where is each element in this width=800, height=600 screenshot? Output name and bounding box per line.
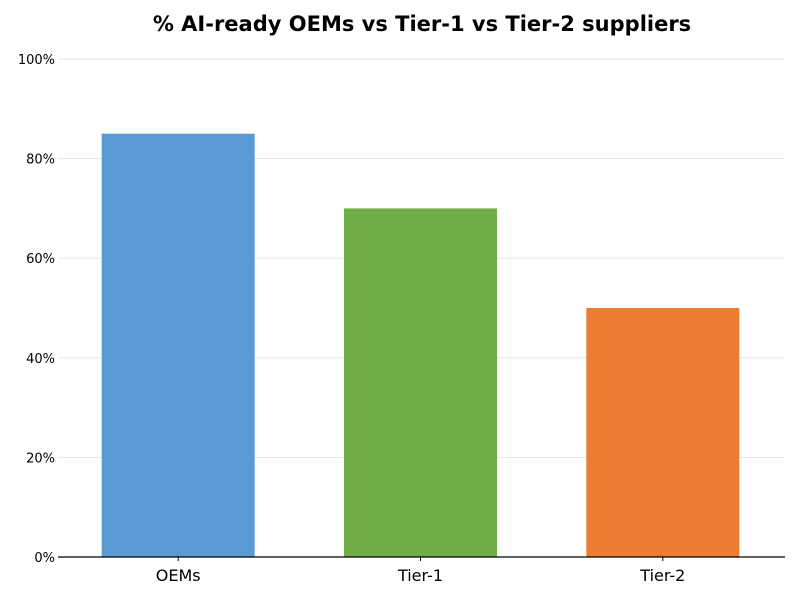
bar-tier-1 xyxy=(344,208,497,557)
y-tick-label: 40% xyxy=(26,352,55,367)
bar-oems xyxy=(101,133,255,557)
x-tick-label: Tier-2 xyxy=(639,566,685,585)
bar-tier-2 xyxy=(586,308,740,557)
y-tick-label: 100% xyxy=(18,53,55,68)
y-tick-label: 20% xyxy=(26,451,55,466)
y-tick-label: 80% xyxy=(26,153,55,168)
chart-title: % AI-ready OEMs vs Tier-1 vs Tier-2 supp… xyxy=(153,12,691,36)
x-tick-label: OEMs xyxy=(156,566,201,585)
y-tick-label: 60% xyxy=(26,252,55,267)
x-tick-label: Tier-1 xyxy=(397,566,443,585)
y-tick-label: 0% xyxy=(34,551,55,566)
